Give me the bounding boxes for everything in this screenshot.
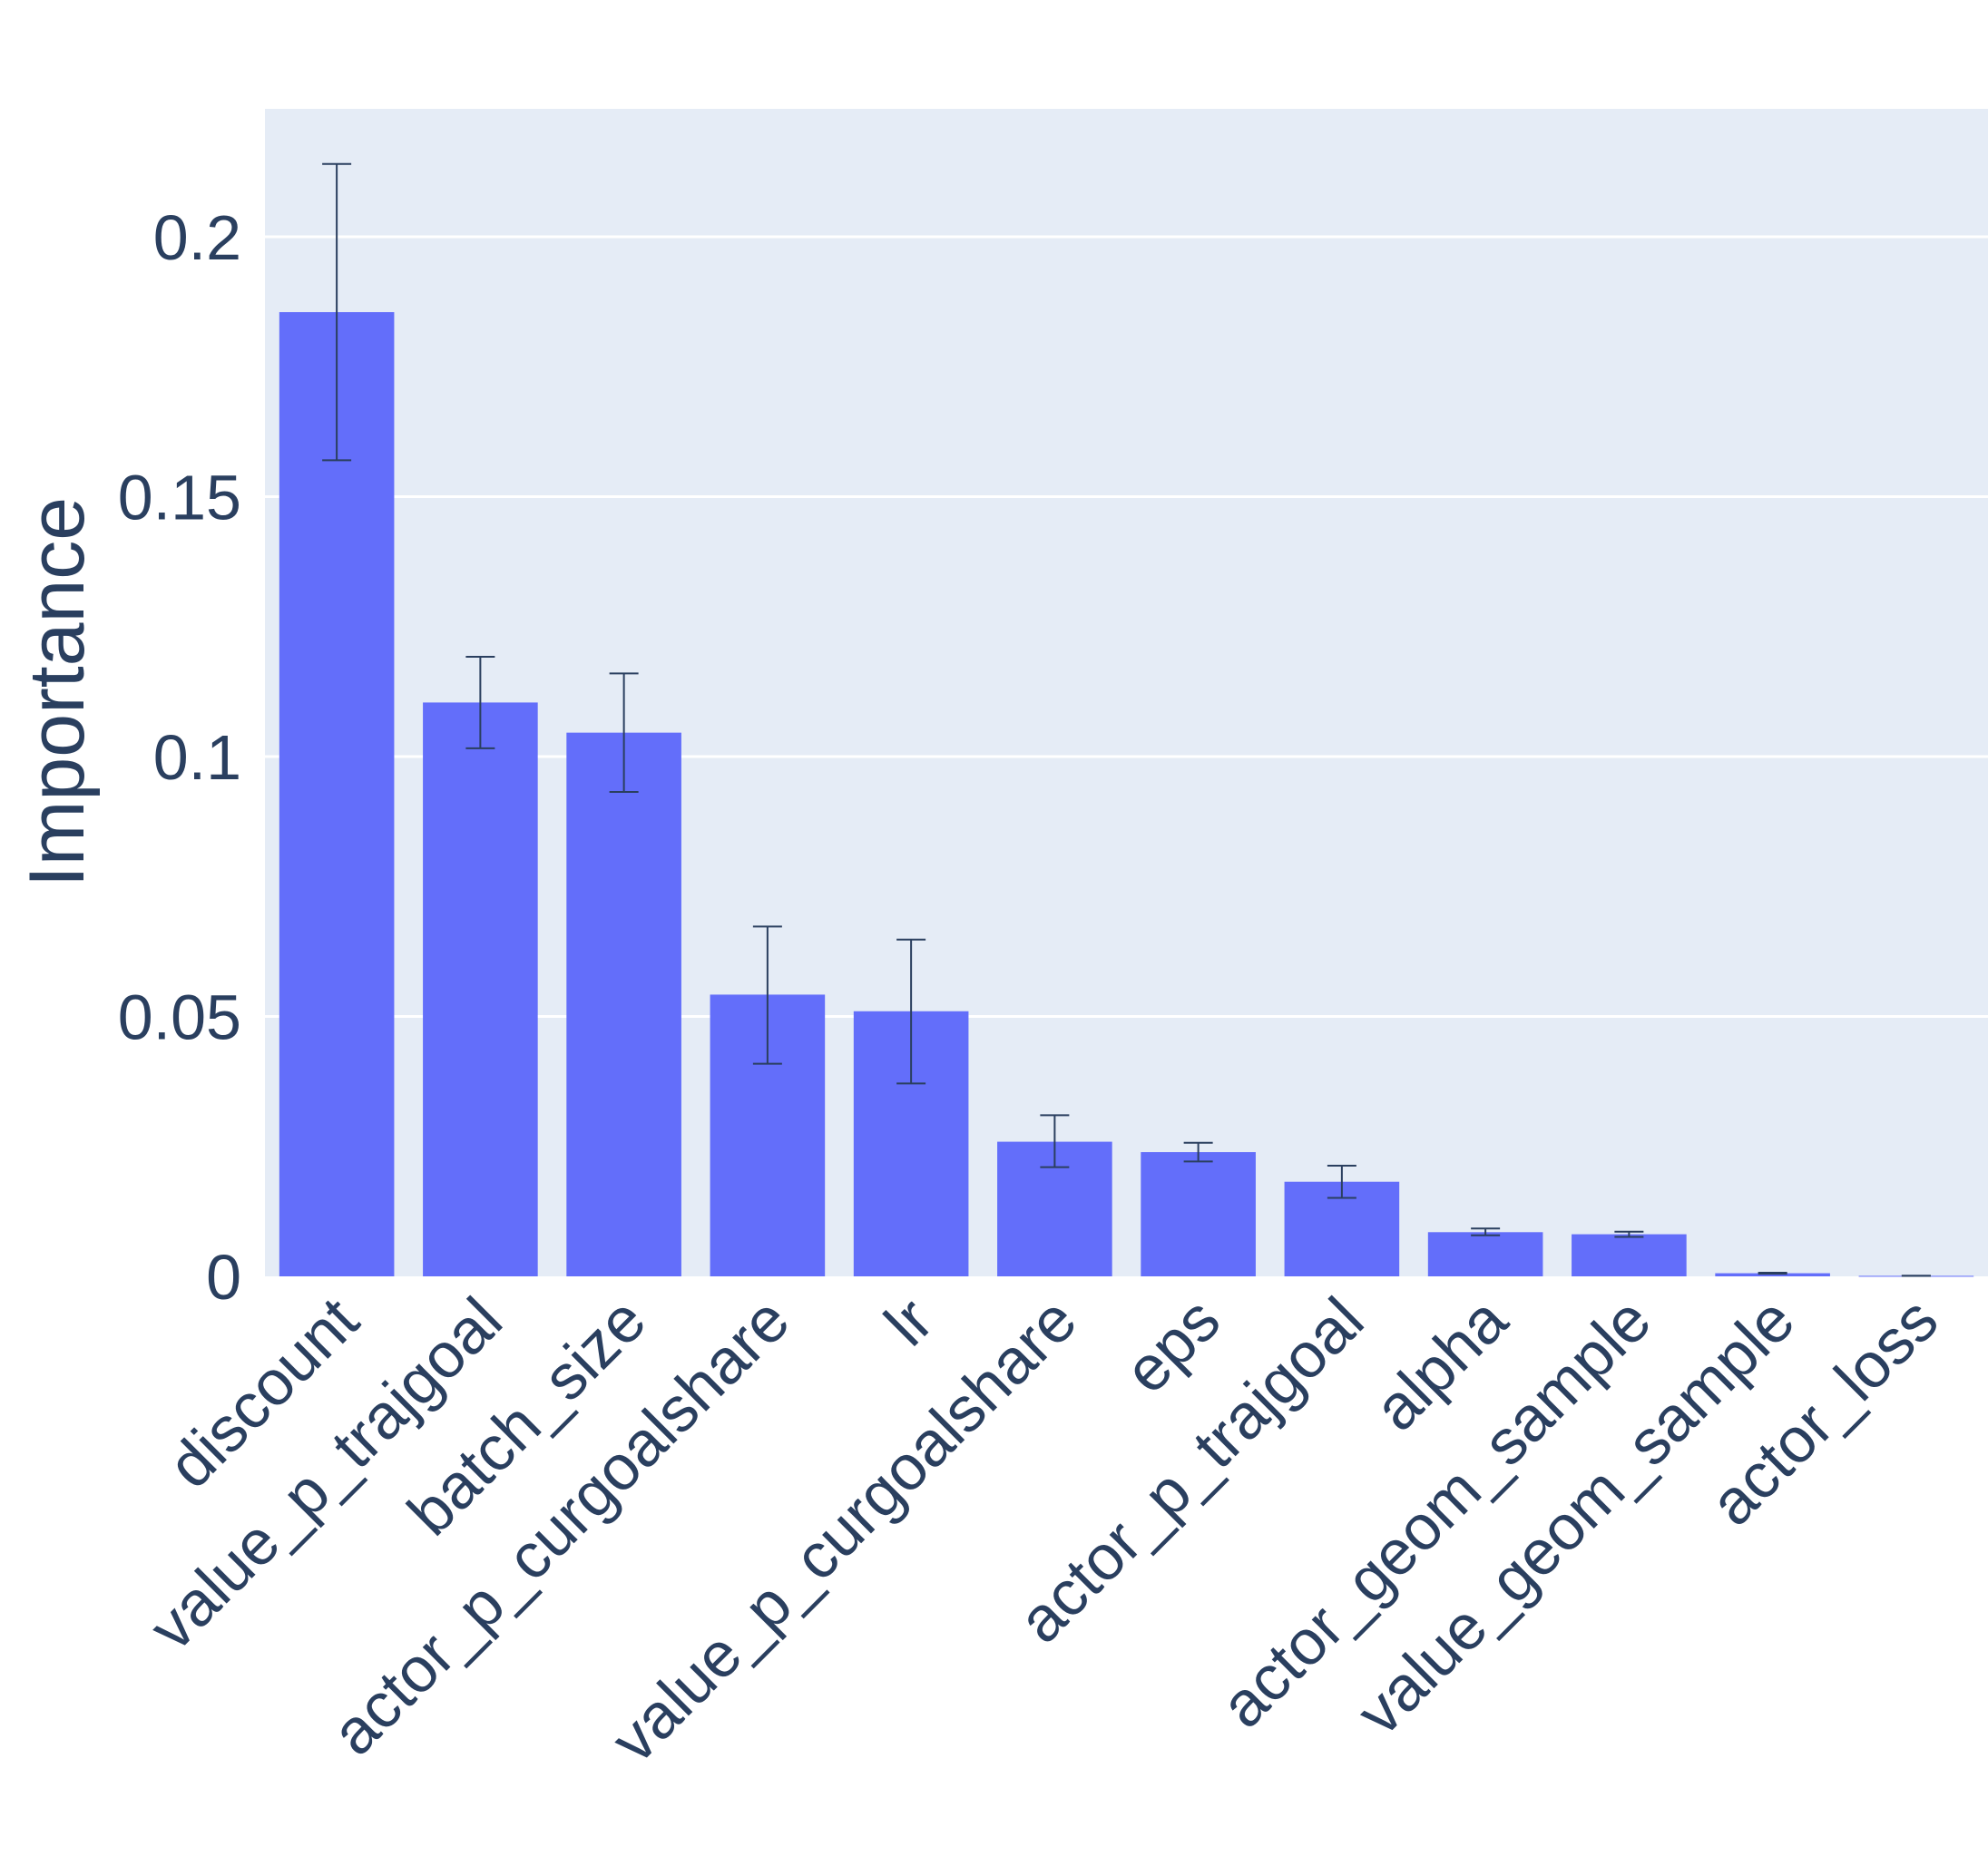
bar bbox=[423, 702, 538, 1276]
y-tick-label: 0.2 bbox=[153, 202, 241, 273]
error-bar bbox=[1183, 1141, 1213, 1163]
gridlines bbox=[265, 235, 1988, 1018]
y-tick-label: 0.1 bbox=[153, 722, 241, 793]
x-axis-ticks: discountvalue_p_trajgoalbatch_sizeactor_… bbox=[136, 1284, 1952, 1775]
y-tick-label: 0.15 bbox=[118, 463, 241, 533]
error-bar bbox=[322, 162, 352, 462]
x-tick-label: lr bbox=[871, 1284, 946, 1359]
bars bbox=[279, 312, 1974, 1277]
error-bar bbox=[1327, 1164, 1356, 1199]
error-bar bbox=[465, 655, 495, 749]
x-tick-label: value_p_curgoalshare bbox=[598, 1284, 1090, 1775]
error-bars bbox=[322, 162, 1931, 1277]
error-bar bbox=[752, 925, 782, 1065]
bar bbox=[1572, 1234, 1687, 1276]
error-bar bbox=[1040, 1114, 1070, 1168]
y-axis-title: Importance bbox=[14, 497, 101, 887]
bar bbox=[566, 732, 681, 1276]
error-bar bbox=[896, 938, 926, 1085]
bar bbox=[1427, 1232, 1543, 1276]
y-tick-label: 0 bbox=[206, 1242, 241, 1313]
bar bbox=[1715, 1273, 1830, 1276]
error-bar bbox=[1471, 1227, 1501, 1236]
error-bar bbox=[1614, 1230, 1644, 1238]
error-bar bbox=[1758, 1271, 1787, 1275]
error-bar bbox=[609, 672, 639, 793]
y-tick-label: 0.05 bbox=[118, 982, 241, 1053]
x-tick-label: eps bbox=[1111, 1284, 1233, 1406]
y-axis-ticks: 0 0.05 0.1 0.15 0.2 bbox=[118, 202, 241, 1313]
plot-area-background bbox=[265, 109, 1988, 1276]
bar bbox=[279, 312, 395, 1277]
bar bbox=[1141, 1152, 1256, 1276]
